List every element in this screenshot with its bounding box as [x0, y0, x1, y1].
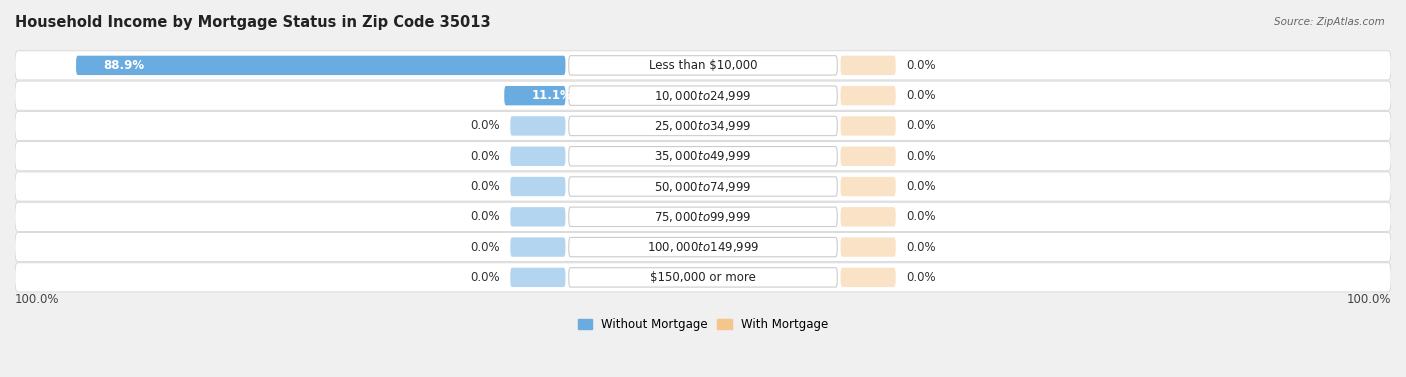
FancyBboxPatch shape: [15, 81, 1391, 110]
FancyBboxPatch shape: [15, 172, 1391, 201]
Text: 0.0%: 0.0%: [905, 241, 935, 254]
FancyBboxPatch shape: [841, 56, 896, 75]
FancyBboxPatch shape: [841, 207, 896, 227]
Text: Less than $10,000: Less than $10,000: [648, 59, 758, 72]
Text: 0.0%: 0.0%: [471, 210, 501, 223]
Text: $50,000 to $74,999: $50,000 to $74,999: [654, 179, 752, 193]
Text: 0.0%: 0.0%: [471, 271, 501, 284]
FancyBboxPatch shape: [841, 147, 896, 166]
FancyBboxPatch shape: [569, 116, 837, 136]
FancyBboxPatch shape: [15, 142, 1391, 171]
FancyBboxPatch shape: [569, 238, 837, 257]
FancyBboxPatch shape: [510, 177, 565, 196]
FancyBboxPatch shape: [569, 86, 837, 105]
FancyBboxPatch shape: [510, 238, 565, 257]
Text: $10,000 to $24,999: $10,000 to $24,999: [654, 89, 752, 103]
Text: $75,000 to $99,999: $75,000 to $99,999: [654, 210, 752, 224]
FancyBboxPatch shape: [510, 268, 565, 287]
FancyBboxPatch shape: [510, 207, 565, 227]
FancyBboxPatch shape: [569, 207, 837, 227]
FancyBboxPatch shape: [841, 177, 896, 196]
Text: 0.0%: 0.0%: [471, 241, 501, 254]
Text: 0.0%: 0.0%: [905, 120, 935, 132]
FancyBboxPatch shape: [841, 268, 896, 287]
Text: $25,000 to $34,999: $25,000 to $34,999: [654, 119, 752, 133]
Text: 0.0%: 0.0%: [471, 150, 501, 163]
Text: 0.0%: 0.0%: [905, 89, 935, 102]
FancyBboxPatch shape: [510, 147, 565, 166]
Text: 0.0%: 0.0%: [471, 120, 501, 132]
FancyBboxPatch shape: [569, 56, 837, 75]
FancyBboxPatch shape: [76, 56, 565, 75]
Text: $35,000 to $49,999: $35,000 to $49,999: [654, 149, 752, 163]
Text: $100,000 to $149,999: $100,000 to $149,999: [647, 240, 759, 254]
Text: Source: ZipAtlas.com: Source: ZipAtlas.com: [1274, 17, 1385, 27]
Text: 0.0%: 0.0%: [905, 180, 935, 193]
Text: 11.1%: 11.1%: [531, 89, 572, 102]
FancyBboxPatch shape: [569, 147, 837, 166]
Text: Household Income by Mortgage Status in Zip Code 35013: Household Income by Mortgage Status in Z…: [15, 15, 491, 30]
Text: 0.0%: 0.0%: [905, 210, 935, 223]
FancyBboxPatch shape: [569, 268, 837, 287]
FancyBboxPatch shape: [505, 86, 565, 105]
FancyBboxPatch shape: [15, 263, 1391, 292]
Text: 100.0%: 100.0%: [1347, 293, 1391, 306]
Text: 100.0%: 100.0%: [15, 293, 59, 306]
FancyBboxPatch shape: [841, 116, 896, 136]
Text: 88.9%: 88.9%: [104, 59, 145, 72]
FancyBboxPatch shape: [15, 233, 1391, 262]
FancyBboxPatch shape: [15, 202, 1391, 231]
Text: 0.0%: 0.0%: [905, 150, 935, 163]
FancyBboxPatch shape: [510, 116, 565, 136]
Text: 0.0%: 0.0%: [905, 59, 935, 72]
FancyBboxPatch shape: [15, 112, 1391, 141]
FancyBboxPatch shape: [15, 51, 1391, 80]
Text: 0.0%: 0.0%: [471, 180, 501, 193]
FancyBboxPatch shape: [841, 86, 896, 105]
FancyBboxPatch shape: [569, 177, 837, 196]
FancyBboxPatch shape: [841, 238, 896, 257]
Legend: Without Mortgage, With Mortgage: Without Mortgage, With Mortgage: [574, 314, 832, 336]
Text: 0.0%: 0.0%: [905, 271, 935, 284]
Text: $150,000 or more: $150,000 or more: [650, 271, 756, 284]
